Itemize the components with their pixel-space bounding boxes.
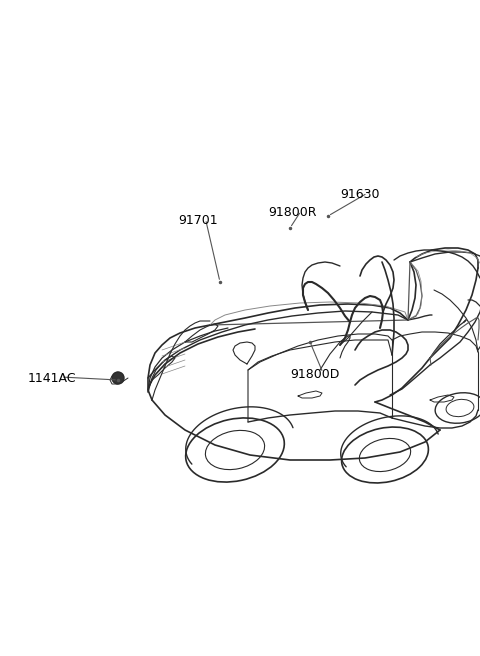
Circle shape: [112, 372, 124, 384]
Text: 91800R: 91800R: [268, 206, 316, 219]
Text: 91800D: 91800D: [290, 368, 339, 381]
Text: 91630: 91630: [340, 188, 380, 201]
Text: 1141AC: 1141AC: [28, 372, 76, 385]
Text: 91701: 91701: [178, 214, 217, 227]
